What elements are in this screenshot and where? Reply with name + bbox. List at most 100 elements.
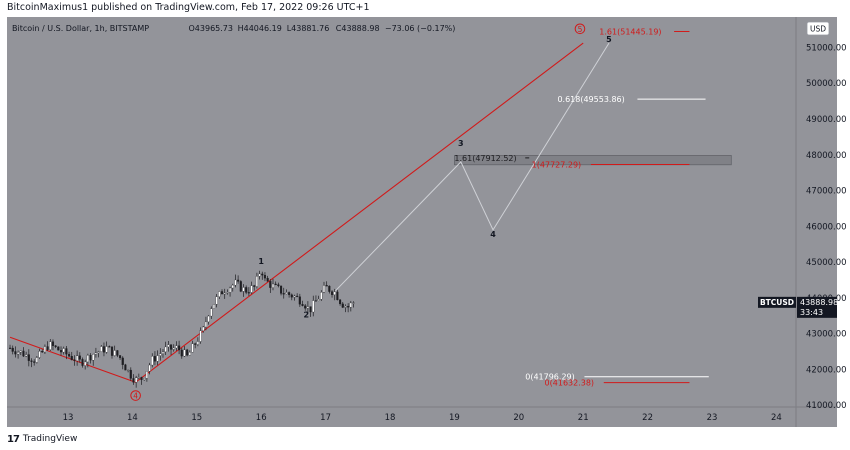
candle-body (186, 349, 189, 356)
candle-body (59, 350, 63, 353)
candle-body (242, 287, 245, 292)
candle-body (271, 283, 275, 288)
fib-level-label: 1.61(51445.19) (599, 27, 661, 36)
y-tick-label: 49000.00 (806, 115, 847, 125)
candle-body (68, 354, 71, 357)
candle-body (183, 349, 186, 357)
candle-body (229, 287, 232, 293)
candle-body (320, 292, 323, 300)
candle-body (269, 281, 272, 288)
candle-body (202, 326, 205, 331)
candle-body (140, 377, 143, 380)
y-tick-label: 45000.00 (806, 258, 847, 268)
candle-body (250, 285, 253, 293)
wave-label-3: 3 (458, 139, 464, 148)
price-tag-countdown: 33:43 (800, 308, 823, 317)
candle-body (309, 306, 312, 313)
candle-body (97, 351, 100, 353)
candle-body (204, 321, 207, 328)
y-tick-label: 46000.00 (806, 222, 847, 232)
symbol-tag-label: BTCUSD (760, 298, 794, 307)
candle-body (54, 345, 57, 347)
candle-body (328, 285, 331, 292)
candle-body (207, 315, 210, 323)
candle-body (180, 349, 183, 357)
candle-body (151, 356, 154, 366)
candle-body (304, 305, 307, 309)
candle-body (22, 350, 25, 357)
candle-body (212, 304, 216, 309)
candle-body (317, 299, 320, 301)
candle-body (266, 277, 269, 282)
y-tick-label: 50000.00 (806, 79, 847, 89)
candle-body (161, 351, 165, 354)
candle-body (51, 341, 55, 346)
x-tick-label: 21 (578, 413, 589, 423)
candle-body (169, 344, 173, 350)
candle-body (352, 302, 355, 304)
candle-body (143, 378, 146, 380)
symbol-tag (758, 296, 796, 308)
candle-body (339, 299, 342, 305)
candle-body (49, 341, 52, 350)
candle-body (210, 308, 213, 317)
candle-body (341, 303, 344, 308)
y-tick-label: 41000.00 (806, 401, 847, 411)
wave-label-5: 5 (606, 35, 612, 44)
candle-body (156, 355, 159, 362)
candle-body (65, 348, 68, 355)
wave-label-4: 4 (490, 230, 496, 239)
candle-body (159, 353, 162, 356)
x-tick-label: 18 (385, 413, 396, 423)
candle-body (35, 357, 38, 363)
candle-body (148, 364, 151, 372)
publisher-bar: BitcoinMaximus1 published on TradingView… (0, 0, 850, 16)
candle-body (347, 305, 350, 308)
candle-body (62, 348, 65, 353)
candle-body (110, 346, 114, 356)
candle-body (46, 346, 49, 350)
wave-projection-path (331, 42, 610, 295)
candle-body (336, 291, 339, 301)
candle-body (124, 364, 127, 371)
candle-body (129, 369, 132, 379)
x-tick-label: 24 (771, 413, 782, 423)
candle-body (41, 351, 44, 353)
fib-level-label: 0(41796.29) (525, 373, 575, 382)
candle-body (298, 296, 301, 305)
candle-body (175, 345, 178, 349)
candle-body (17, 351, 20, 355)
fib-level-label: 1.61(47912.52) (454, 154, 516, 163)
candle-body (86, 355, 89, 363)
candle-body (153, 356, 156, 362)
candle-body (253, 285, 256, 287)
tradingview-footer: 17 TradingView (7, 432, 77, 446)
candle-body (8, 347, 12, 349)
candle-body (330, 291, 334, 295)
circled-wave-marker (574, 23, 586, 35)
candle-body (194, 343, 197, 345)
candle-body (290, 294, 293, 298)
candle-body (100, 346, 103, 352)
currency-badge-label: USD (810, 25, 826, 34)
candle-body (113, 350, 116, 356)
candle-body (285, 292, 288, 295)
candle-body (191, 343, 194, 353)
candle-body (145, 371, 148, 379)
x-tick-label: 22 (642, 413, 653, 423)
candle-body (288, 292, 291, 295)
candle-body (84, 361, 87, 366)
candle-body (11, 347, 14, 352)
candle-body (274, 283, 277, 285)
ohlc-legend: Bitcoin / U.S. Dollar, 1h, BITSTAMP O4396… (12, 24, 455, 33)
published-line: BitcoinMaximus1 published on TradingView… (7, 2, 370, 13)
legend-close: C43888.98 (336, 24, 380, 33)
legend-open: O43965.73 (189, 24, 233, 33)
candle-body (73, 359, 76, 361)
legend-change: −73.06 (−0.17%) (385, 24, 456, 33)
candle-body (226, 292, 229, 294)
candle-body (296, 295, 299, 297)
candle-body (293, 295, 296, 298)
candle-body (167, 344, 170, 348)
